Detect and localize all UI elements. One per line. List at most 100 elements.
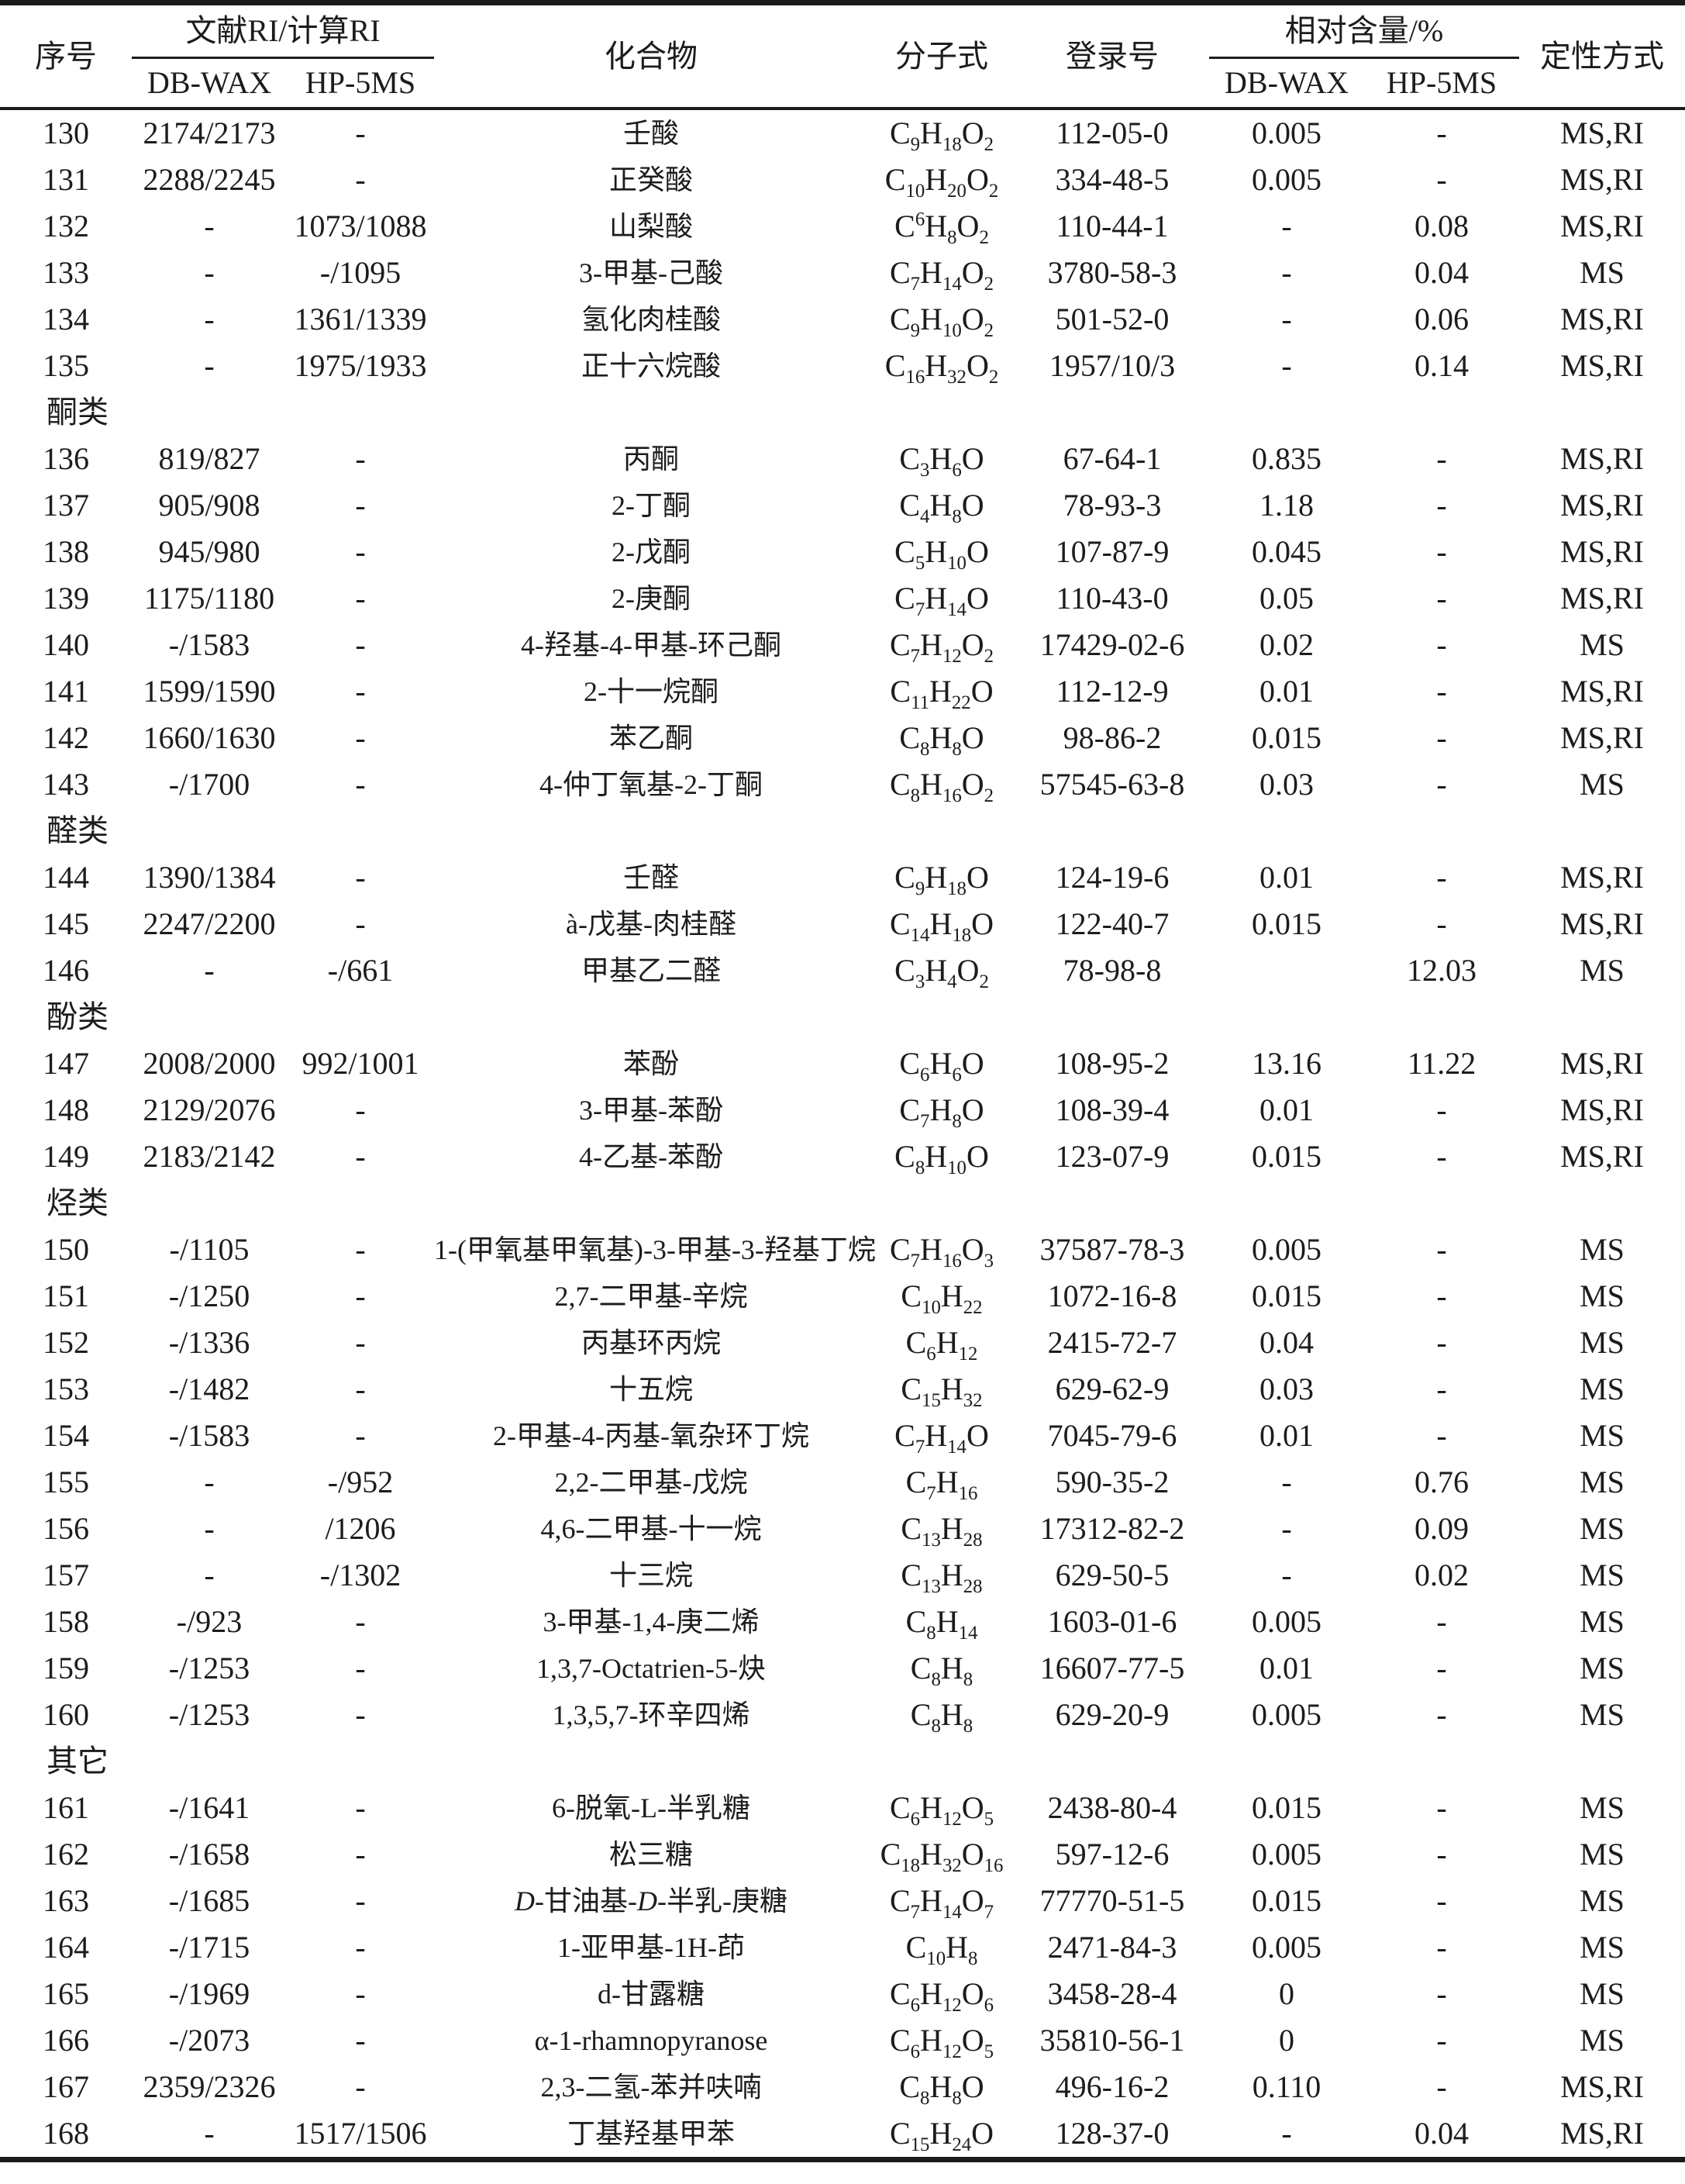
ri-dbwax: 2247/2200 bbox=[143, 906, 276, 941]
content-hp5ms: - bbox=[1436, 674, 1447, 709]
ri-hp5ms: - bbox=[355, 1139, 366, 1174]
registry-number: 57545-63-8 bbox=[1039, 767, 1185, 802]
content-hp5ms: - bbox=[1436, 162, 1447, 197]
ri-hp5ms: - bbox=[355, 1883, 366, 1918]
row-no: 136 bbox=[43, 441, 89, 476]
compound-name: 4-乙基-苯酚 bbox=[579, 1140, 723, 1172]
content-hp5ms: 0.08 bbox=[1415, 209, 1469, 243]
ri-dbwax: - bbox=[204, 209, 215, 243]
content-dbwax: 0 bbox=[1279, 2023, 1294, 2058]
ri-hp5ms: - bbox=[355, 720, 366, 755]
ri-hp5ms: - bbox=[355, 1092, 366, 1127]
ri-dbwax: -/1583 bbox=[168, 627, 250, 662]
table-row: 151 -/1250 - 2,7-二甲基-辛烷 C10H22 1072-16-8 0.015… bbox=[0, 1273, 1685, 1320]
ri-dbwax: 2129/2076 bbox=[143, 1092, 276, 1127]
section-row: 酮类 bbox=[0, 389, 1685, 436]
id-method: MS,RI bbox=[1560, 2116, 1644, 2151]
row-no: 162 bbox=[43, 1837, 89, 1872]
table-row: 134 - 1361/1339 氢化肉桂酸 C9H10O2 501-52-0 - 0.06 MS… bbox=[0, 296, 1685, 343]
table-row: 147 2008/2000 992/1001 苯酚 C6H6O 108-95-2 13.16… bbox=[0, 1040, 1685, 1087]
content-hp5ms: - bbox=[1436, 1418, 1447, 1453]
ri-dbwax: - bbox=[204, 2116, 215, 2151]
content-hp5ms: - bbox=[1436, 441, 1447, 476]
id-method: MS bbox=[1580, 1371, 1625, 1406]
compound-name: 十三烷 bbox=[608, 1559, 693, 1591]
molecular-formula: C8H8 bbox=[910, 1697, 973, 1737]
section-label: 酮类 bbox=[47, 395, 109, 430]
ri-hp5ms: 1361/1339 bbox=[294, 302, 427, 336]
molecular-formula: C10H20O2 bbox=[884, 162, 999, 202]
content-hp5ms: - bbox=[1436, 1697, 1447, 1732]
ri-dbwax: 905/908 bbox=[158, 488, 260, 523]
table-row: 168 - 1517/1506 丁基羟基甲苯 C15H24O 128-37-0 - 0.04 M… bbox=[0, 2110, 1685, 2160]
id-method: MS,RI bbox=[1560, 860, 1644, 895]
registry-number: 123-07-9 bbox=[1055, 1139, 1170, 1174]
row-no: 159 bbox=[43, 1651, 89, 1685]
molecular-formula: C16H32O2 bbox=[884, 348, 999, 388]
header-row-1: 序号 文献RI/计算RI 化合物 分子式 登录号 相对含量/% 定性方式 bbox=[0, 2, 1685, 74]
col-header-cas: 登录号 bbox=[1066, 38, 1159, 74]
molecular-formula: C8H8O bbox=[899, 720, 984, 760]
content-dbwax: - bbox=[1281, 255, 1292, 290]
row-no: 155 bbox=[43, 1465, 89, 1499]
registry-number: 112-05-0 bbox=[1056, 116, 1169, 150]
ri-dbwax: 2008/2000 bbox=[143, 1046, 276, 1081]
id-method: MS bbox=[1580, 1604, 1625, 1639]
row-no: 160 bbox=[43, 1697, 89, 1732]
content-hp5ms: - bbox=[1436, 767, 1447, 802]
row-no: 153 bbox=[43, 1371, 89, 1406]
registry-number: 107-87-9 bbox=[1055, 534, 1170, 569]
molecular-formula: C7H14O7 bbox=[889, 1883, 994, 1923]
id-method: MS,RI bbox=[1560, 116, 1644, 150]
row-no: 144 bbox=[43, 860, 89, 895]
table-row: 136 819/827 - 丙酮 C3H6O 67-64-1 0.835 - MS,RI bbox=[0, 436, 1685, 482]
content-hp5ms: 0.02 bbox=[1415, 1558, 1469, 1592]
registry-number: 110-43-0 bbox=[1056, 581, 1169, 616]
compound-name: 壬酸 bbox=[622, 117, 679, 149]
ri-hp5ms: -/952 bbox=[327, 1465, 394, 1499]
ri-hp5ms: - bbox=[355, 1697, 366, 1732]
id-method: MS bbox=[1580, 1697, 1625, 1732]
molecular-formula: C13H28 bbox=[901, 1558, 983, 1597]
id-method: MS bbox=[1580, 1418, 1625, 1453]
compound-name: 1,3,5,7-环辛四烯 bbox=[552, 1699, 750, 1730]
row-no: 166 bbox=[43, 2023, 89, 2058]
table-row: 152 -/1336 - 丙基环丙烷 C6H12 2415-72-7 0.04 - MS bbox=[0, 1320, 1685, 1366]
molecular-formula: C18H32O16 bbox=[880, 1837, 1004, 1876]
row-no: 167 bbox=[43, 2069, 89, 2104]
ri-hp5ms: - bbox=[355, 1604, 366, 1639]
content-hp5ms: - bbox=[1436, 2069, 1447, 2104]
ri-hp5ms: 1073/1088 bbox=[294, 209, 427, 243]
table-row: 166 -/2073 - α-1-rhamnopyranose C6H12O5 35810… bbox=[0, 2017, 1685, 2064]
ri-hp5ms: - bbox=[355, 1930, 366, 1965]
ri-dbwax: 1175/1180 bbox=[143, 581, 275, 616]
ri-hp5ms: /1206 bbox=[325, 1511, 396, 1546]
content-dbwax: 0.01 bbox=[1259, 1651, 1314, 1685]
table-row: 158 -/923 - 3-甲基-1,4-庚二烯 C8H14 1603-01-6 0.005… bbox=[0, 1599, 1685, 1645]
ri-hp5ms: - bbox=[355, 860, 366, 895]
content-dbwax: 0.03 bbox=[1259, 767, 1314, 802]
compound-name: 壬醛 bbox=[622, 861, 679, 893]
ri-hp5ms: - bbox=[355, 1790, 366, 1825]
registry-number: 16607-77-5 bbox=[1039, 1651, 1185, 1685]
content-dbwax: 0.015 bbox=[1252, 1278, 1321, 1313]
compound-name: 山梨酸 bbox=[608, 210, 693, 242]
compound-name: 松三糖 bbox=[608, 1838, 693, 1870]
content-dbwax: 0.045 bbox=[1252, 534, 1321, 569]
id-method: MS,RI bbox=[1560, 2069, 1644, 2104]
table-row: 142 1660/1630 - 苯乙酮 C8H8O 98-86-2 0.015 - MS,RI bbox=[0, 715, 1685, 761]
compound-name: 2-丁酮 bbox=[612, 489, 691, 521]
ri-hp5ms: - bbox=[355, 627, 366, 662]
molecular-formula: C14H18O bbox=[889, 906, 994, 946]
content-hp5ms: - bbox=[1436, 581, 1447, 616]
id-method: MS bbox=[1580, 1511, 1625, 1546]
row-no: 140 bbox=[43, 627, 89, 662]
compound-name: 3-甲基-苯酚 bbox=[579, 1094, 723, 1126]
id-method: MS bbox=[1580, 767, 1625, 802]
content-dbwax: 0.005 bbox=[1252, 1837, 1321, 1872]
ri-dbwax: 1660/1630 bbox=[143, 720, 276, 755]
content-hp5ms: 0.04 bbox=[1415, 2116, 1469, 2151]
ri-hp5ms: -/1095 bbox=[319, 255, 401, 290]
content-dbwax: 1.18 bbox=[1259, 488, 1314, 523]
row-no: 147 bbox=[43, 1046, 89, 1081]
